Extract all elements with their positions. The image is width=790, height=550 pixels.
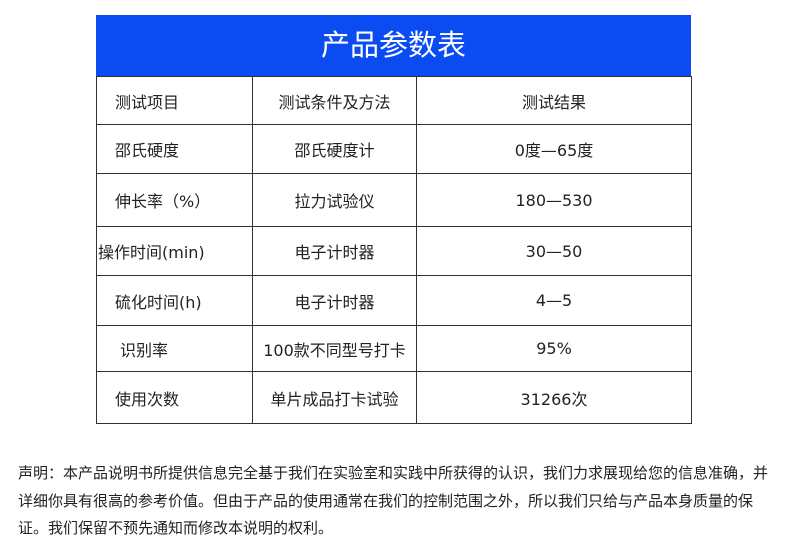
table-cell: 30—50: [416, 226, 692, 276]
table-cell: 邵氏硬度计: [252, 124, 417, 174]
table-cell: 180—530: [416, 173, 692, 227]
table-cell: 单片成品打卡试验: [252, 371, 417, 424]
disclaimer-text: 声明：本产品说明书所提供信息完全基于我们在实验室和实践中所获得的认识，我们力求展…: [18, 464, 769, 537]
header-cell: 测试结果: [416, 76, 692, 125]
table-cell: 邵氏硬度: [96, 124, 253, 174]
table-cell: 31266次: [416, 371, 692, 424]
table-row: 邵氏硬度 邵氏硬度计 0度—65度: [96, 124, 692, 174]
product-parameter-table: 测试项目 测试条件及方法 测试结果 邵氏硬度 邵氏硬度计 0度—65度 伸长率（…: [96, 76, 692, 424]
table-title: 产品参数表: [96, 15, 691, 76]
table-header-row: 测试项目 测试条件及方法 测试结果: [96, 76, 692, 125]
table-row: 硫化时间(h) 电子计时器 4—5: [96, 275, 692, 326]
table-cell: 0度—65度: [416, 124, 692, 174]
table-cell: 拉力试验仪: [252, 173, 417, 227]
table-cell: 识别率: [96, 325, 253, 372]
table-cell: 100款不同型号打卡: [252, 325, 417, 372]
table-cell: 4—5: [416, 275, 692, 326]
header-cell: 测试项目: [96, 76, 253, 125]
table-cell: 硫化时间(h): [96, 275, 253, 326]
table-row: 操作时间(min) 电子计时器 30—50: [96, 226, 692, 276]
table-row: 使用次数 单片成品打卡试验 31266次: [96, 371, 692, 424]
table-cell: 95%: [416, 325, 692, 372]
table-cell: 操作时间(min): [96, 226, 253, 276]
table-cell: 使用次数: [96, 371, 253, 424]
table-cell: 电子计时器: [252, 226, 417, 276]
table-row: 识别率 100款不同型号打卡 95%: [96, 325, 692, 372]
table-cell: 电子计时器: [252, 275, 417, 326]
table-row: 伸长率（%） 拉力试验仪 180—530: [96, 173, 692, 227]
header-cell: 测试条件及方法: [252, 76, 417, 125]
table-cell: 伸长率（%）: [96, 173, 253, 227]
